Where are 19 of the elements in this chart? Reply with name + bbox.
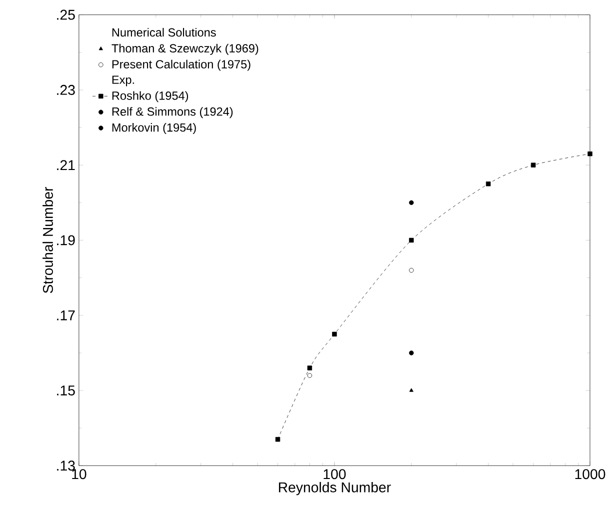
legend-label: Morkovin (1954) [112, 123, 196, 134]
y-tick-label: .19 [57, 235, 75, 246]
annotation: Numerical Solutions [112, 28, 216, 37]
y-tick-label: .15 [57, 386, 75, 396]
y-tick-label: .21 [57, 160, 75, 170]
x-axis-title: Reynolds Number [278, 482, 391, 496]
legend-label: Present Calculation (1975) [112, 60, 250, 71]
y-tick-label: .13 [57, 460, 75, 471]
x-tick-label: 10 [72, 469, 86, 480]
y-tick-label: .23 [57, 84, 75, 95]
legend-label: Relf & Simmons (1924) [112, 107, 233, 118]
x-tick-label: 100 [324, 469, 346, 480]
legend-label: Roshko (1954) [112, 91, 188, 102]
x-tick-label: 1000 [575, 469, 606, 480]
annotation: Exp. [112, 76, 134, 86]
y-tick-label: .17 [57, 310, 75, 320]
y-tick-label: .25 [57, 10, 75, 20]
y-axis-title: Strouhal Number [42, 187, 53, 294]
legend-label: Thoman & Szewczyk (1969) [112, 44, 258, 55]
